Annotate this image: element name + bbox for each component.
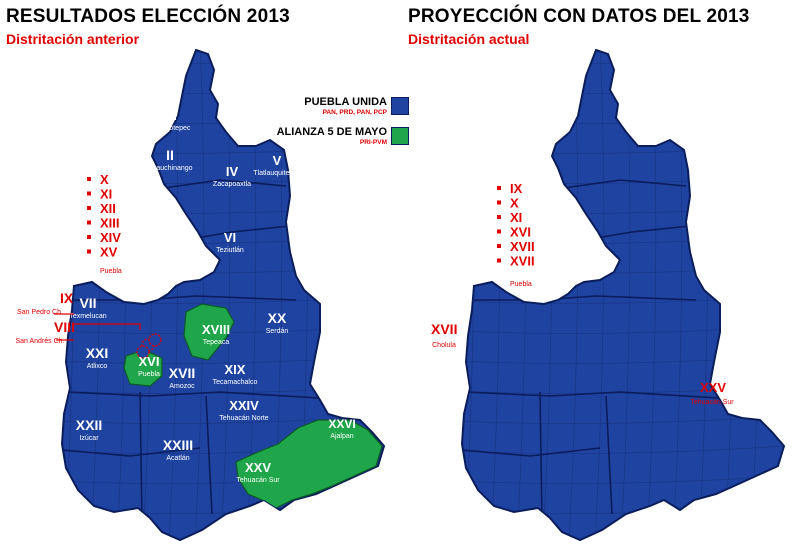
metro-district-number: XIV	[100, 230, 121, 245]
district-name: Tehuacán Sur	[236, 477, 280, 484]
list-marker	[497, 215, 501, 219]
district-name: Amozoc	[169, 383, 195, 390]
left-map-title: RESULTADOS ELECCIÓN 2013	[6, 6, 290, 27]
district-number: XXV	[245, 460, 271, 475]
metro-district-number: XI	[100, 187, 112, 202]
district-number: XXIV	[229, 398, 259, 413]
metro-district-number: X	[100, 172, 109, 187]
state-outline	[460, 48, 786, 542]
list-marker	[87, 177, 91, 181]
district-name: Serdán	[266, 328, 289, 335]
metro-district-number: XVII	[510, 239, 535, 254]
outside-district-name: San Pedro Ch.	[17, 309, 63, 316]
district-name: Acatlán	[166, 455, 189, 462]
legend-label: PUEBLA UNIDA	[304, 96, 387, 108]
district-number: XVIII	[202, 322, 230, 337]
district-name: Atlixco	[87, 363, 108, 370]
district-name: Teziutlán	[216, 247, 244, 254]
metro-district-number: XV	[100, 245, 118, 260]
legend-item-alianza: ALIANZA 5 DE MAYO PRI-PVM	[277, 124, 413, 154]
district-name: Zacatlán	[150, 217, 177, 224]
metro-district-number: IX	[510, 181, 523, 196]
list-marker	[87, 235, 91, 239]
district-number: XXVI	[328, 417, 355, 431]
district-alianza	[183, 303, 235, 361]
list-marker	[87, 191, 91, 196]
district-number: VII	[79, 295, 96, 311]
legend-item-puebla-unida: PUEBLA UNIDA PAN, PRD, PAN, PCP	[283, 94, 413, 124]
list-marker	[497, 186, 501, 190]
right-map-subtitle: Distritación actual	[408, 31, 530, 47]
district-number: IV	[226, 164, 239, 179]
district-name: Ajalpan	[330, 433, 353, 440]
right-map-title: PROYECCIÓN CON DATOS DEL 2013	[408, 6, 750, 27]
district-name: Xicotepec	[160, 125, 191, 132]
legend-parties: PRI-PVM	[359, 139, 387, 146]
metro-core-district	[136, 345, 150, 359]
metro-list-caption: Puebla	[510, 281, 532, 288]
list-marker	[497, 258, 501, 263]
metro-district-number: XIII	[100, 216, 120, 231]
district-name: Zacapoaxtla	[213, 181, 251, 188]
legend-swatch-green	[391, 127, 409, 145]
district-name: Tehuacán Norte	[219, 415, 269, 422]
state-outline	[60, 48, 386, 542]
district-number: XIX	[225, 362, 246, 377]
district-name: Tlatlauquitepec	[253, 170, 301, 177]
list-marker	[497, 229, 501, 234]
outside-district-name: Tehuacán Sur	[690, 399, 734, 406]
district-number: II	[166, 147, 174, 163]
leader-line	[74, 323, 141, 330]
metro-core-district	[148, 333, 162, 347]
district-name: Texmelucan	[69, 313, 106, 320]
district-name: Puebla	[138, 371, 160, 378]
outside-district-number: XVII	[431, 321, 457, 337]
metro-district-number: XI	[510, 210, 522, 225]
outside-district-number: XXV	[700, 380, 726, 395]
legend-swatch-blue	[391, 97, 409, 115]
district-number: VI	[224, 230, 236, 245]
district-number: XVI	[139, 354, 160, 369]
list-marker	[497, 200, 501, 205]
district-number: XXII	[76, 417, 102, 433]
district-name: Tecamachalco	[213, 379, 258, 386]
outside-district-name: Cholula	[432, 342, 456, 349]
district-name: Tepeaca	[203, 339, 230, 346]
district-number: XXIII	[163, 437, 193, 453]
list-marker	[87, 249, 91, 254]
district-number: XX	[268, 310, 287, 326]
legend-label: ALIANZA 5 DE MAYO	[276, 126, 387, 138]
metro-district-number: XVI	[510, 225, 531, 240]
district-number: I	[173, 107, 177, 123]
metro-district-number: XVII	[510, 254, 535, 269]
district-alianza	[235, 419, 383, 509]
outside-district-number: IX	[60, 290, 74, 306]
district-number: XXI	[86, 345, 109, 361]
list-marker	[497, 244, 501, 248]
list-marker	[87, 220, 91, 225]
metro-district-number: XII	[100, 201, 116, 216]
outside-district-name: San Andrés Ch.	[15, 338, 64, 345]
district-name: Huauchinango	[147, 165, 192, 172]
district-borders	[462, 179, 719, 521]
left-map-subtitle: Distritación anterior	[6, 31, 140, 47]
metro-list-caption: Puebla	[100, 268, 122, 275]
district-number: XVII	[169, 365, 195, 381]
district-name: Izúcar	[79, 435, 99, 442]
legend-parties: PAN, PRD, PAN, PCP	[322, 109, 387, 116]
right-state-map: IXicotepecIIHuauchinangoVTlatlauquitepec…	[431, 48, 786, 542]
district-number: III	[157, 199, 169, 215]
outside-district-number: VIII	[54, 319, 75, 335]
district-number: V	[273, 153, 282, 168]
list-marker	[87, 206, 91, 210]
metro-district-number: X	[510, 196, 519, 211]
legend: PUEBLA UNIDA PAN, PRD, PAN, PCP ALIANZA …	[277, 94, 413, 154]
